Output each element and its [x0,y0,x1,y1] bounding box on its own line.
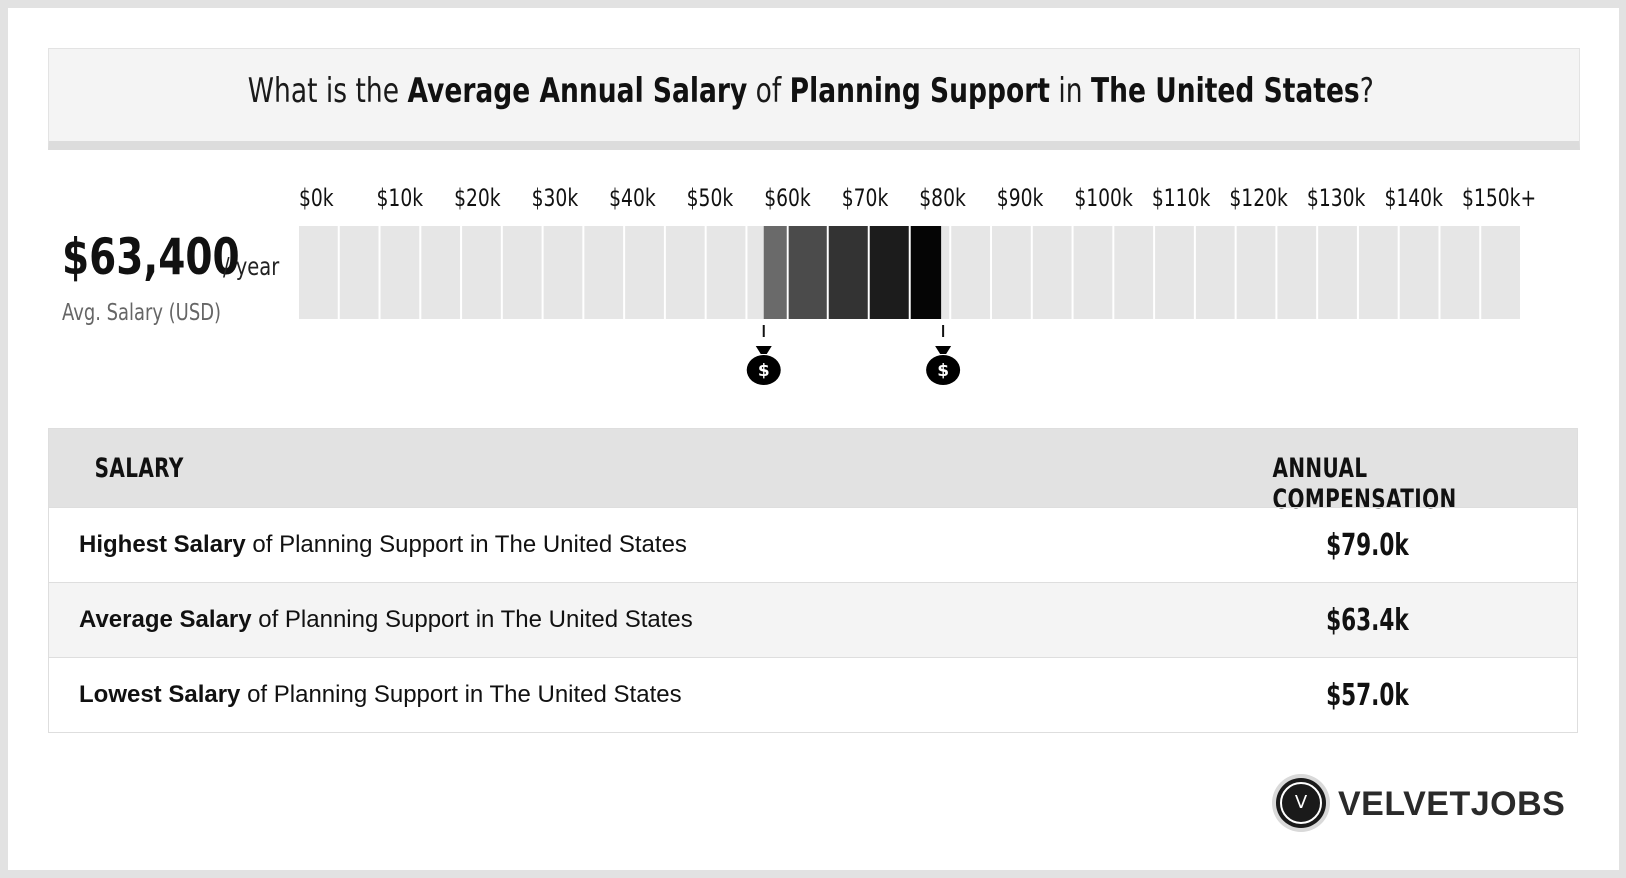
range-segment [951,226,991,319]
tick-label: $100k [1074,185,1133,213]
tick-label: $130k [1307,185,1366,213]
range-segment [1032,226,1072,319]
page-header: What is the Average Annual Salary of Pla… [48,48,1580,150]
range-segment [584,226,624,319]
logo-letter: V [1280,782,1322,824]
money-bag-icon: $ [926,346,961,385]
range-segment [421,226,461,319]
money-bag-icon: $ [746,346,781,385]
tick-label: $0k [299,185,334,213]
tick-label: $30k [532,185,579,213]
title-bold-salary: Average Annual Salary [407,71,748,111]
tick-label: $50k [687,185,734,213]
title-of: of [755,71,782,111]
row-label-bold: Lowest Salary [79,681,241,708]
tick-label: $140k [1384,185,1443,213]
range-segment [1195,226,1235,319]
row-label-rest: of Planning Support in The United States [252,531,687,558]
range-segment [1358,226,1398,319]
row-label-rest: of Planning Support in The United States [258,606,693,633]
range-segment [339,226,379,319]
tick-label: $80k [919,185,966,213]
column-header-compensation: ANNUAL COMPENSATION [1272,453,1457,515]
page-title: What is the Average Annual Salary of Pla… [248,71,1374,111]
title-bold-job: Planning Support [789,71,1050,111]
column-header-salary: SALARY [94,453,184,484]
title-in: in [1058,71,1083,111]
row-value-average: $63.4k [1326,603,1409,638]
range-segment [1399,226,1439,319]
salary-range-chart: $0k $10k $20k $30k $40k $50k $60k $70k $80k $90k $… [299,185,1536,385]
average-salary-value: $63,400 [62,228,240,286]
range-segment [380,226,420,319]
tick-label: $10k [377,185,424,213]
row-label: Average Salary of Planning Support in Th… [79,606,693,634]
row-value-lowest: $57.0k [1326,678,1409,713]
row-label-bold: Average Salary [79,606,252,633]
brand-name: VELVETJOBS [1338,785,1566,823]
row-value-highest: $79.0k [1326,528,1409,563]
range-segment [1277,226,1317,319]
average-salary-label: Avg. Salary (USD) [62,300,222,326]
highlight-segment [763,226,787,319]
highlight-segment [788,226,827,319]
tick-label: $60k [764,185,811,213]
svg-text:$: $ [937,361,949,381]
range-segment [1114,226,1154,319]
tick-label: $150k+ [1462,185,1536,213]
range-segment [625,226,664,319]
tick-label: $120k [1229,185,1288,213]
range-segment [1073,226,1113,319]
range-segment [502,226,542,319]
range-segment [1155,226,1194,319]
title-suffix: ? [1359,71,1374,111]
svg-text:$: $ [758,361,770,381]
average-salary-unit: / year [223,252,280,281]
salary-table: SALARY ANNUAL COMPENSATION Highest Salar… [48,428,1578,733]
title-bold-location: The United States [1091,71,1360,111]
range-segment [992,226,1031,319]
table-row-highest: Highest Salary of Planning Support in Th… [49,507,1577,582]
range-segment [299,226,338,319]
range-segment [543,226,583,319]
range-segment [1318,226,1357,319]
range-segment [706,226,746,319]
row-label-bold: Highest Salary [79,531,246,558]
table-row-average: Average Salary of Planning Support in Th… [49,582,1577,657]
tick-label: $90k [997,185,1044,213]
row-label-rest: of Planning Support in The United States [247,681,682,708]
tick-label: $20k [454,185,501,213]
range-segment [462,226,501,319]
row-label: Highest Salary of Planning Support in Th… [79,531,687,559]
row-label: Lowest Salary of Planning Support in The… [79,681,682,709]
table-row-lowest: Lowest Salary of Planning Support in The… [49,657,1577,732]
tick-label: $70k [842,185,889,213]
title-prefix: What is the [247,71,400,111]
tick-label: $110k [1152,185,1211,213]
range-segment [665,226,705,319]
tick-label: $40k [609,185,656,213]
highlight-segment [910,226,942,319]
highlight-segment [869,226,909,319]
highlight-segment [828,226,868,319]
salary-card: What is the Average Annual Salary of Pla… [8,8,1619,870]
range-segment [1236,226,1276,319]
range-segment [1440,226,1480,319]
range-segment [1481,226,1520,319]
table-header: SALARY ANNUAL COMPENSATION [49,429,1577,515]
velvetjobs-logo-icon: V [1276,778,1326,828]
